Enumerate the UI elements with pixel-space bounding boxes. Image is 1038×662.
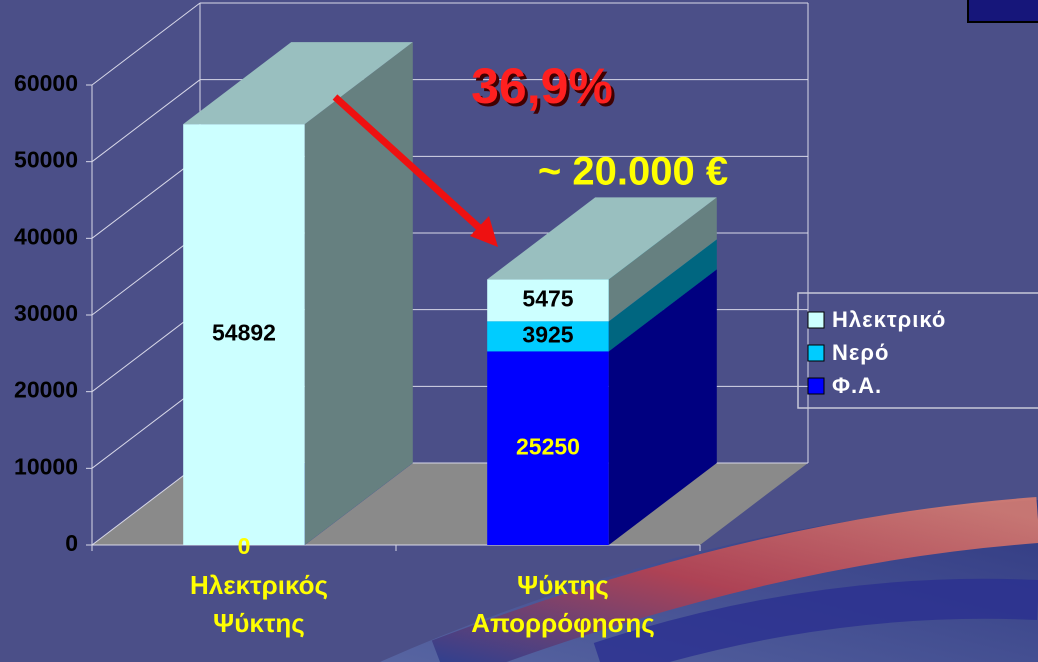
legend-swatch (807, 311, 825, 329)
legend-box (797, 292, 1038, 409)
data-label: 54892 (212, 320, 276, 346)
arrow (332, 94, 488, 236)
y-tick-label: 10000 (14, 453, 78, 479)
bar-side (608, 269, 717, 545)
y-tick-label: 30000 (14, 300, 78, 326)
x-tick-label: Ηλεκτρικός Ψύκτης (189, 570, 329, 638)
bar-segment (183, 124, 305, 546)
annotation: 36,9% (471, 58, 613, 114)
bar-top (183, 42, 413, 125)
corner-box (967, 0, 1038, 23)
data-label: 25250 (516, 433, 580, 459)
grid-line (91, 232, 201, 316)
legend-label: Φ.Α. (832, 373, 882, 398)
legend-swatch (807, 344, 825, 362)
legend-swatch (807, 377, 825, 395)
data-label: 0 (238, 533, 251, 559)
y-tick-label: 20000 (14, 377, 78, 403)
grid-line (91, 79, 201, 163)
arrow-head (470, 216, 498, 247)
bar-side (304, 42, 413, 545)
annotation: ~ 20.000 € (538, 150, 728, 194)
grid-line (91, 309, 201, 393)
grid-line (91, 155, 201, 239)
y-tick-label: 40000 (14, 223, 78, 249)
grid-line (91, 385, 201, 469)
x-tick-label: Ψύκτης Απορρόφησης (471, 570, 655, 638)
bar-side (608, 197, 717, 322)
bar-segment (487, 351, 609, 545)
bar-segment (487, 321, 609, 352)
bar-segment (487, 279, 609, 322)
annotation-shadow: 36,9% (474, 61, 616, 117)
y-tick-label: 60000 (14, 70, 78, 96)
grid-line (91, 462, 201, 546)
legend-label: Ηλεκτρικό (832, 307, 946, 332)
y-tick-label: 0 (65, 530, 78, 556)
data-label: 3925 (522, 321, 573, 347)
grid-line (91, 2, 201, 86)
background-swoosh (380, 497, 1038, 662)
legend-label: Νερό (832, 340, 889, 365)
bar-top (487, 197, 717, 280)
y-tick-label: 50000 (14, 147, 78, 173)
bar-side (608, 239, 717, 352)
data-label: 5475 (522, 285, 573, 311)
